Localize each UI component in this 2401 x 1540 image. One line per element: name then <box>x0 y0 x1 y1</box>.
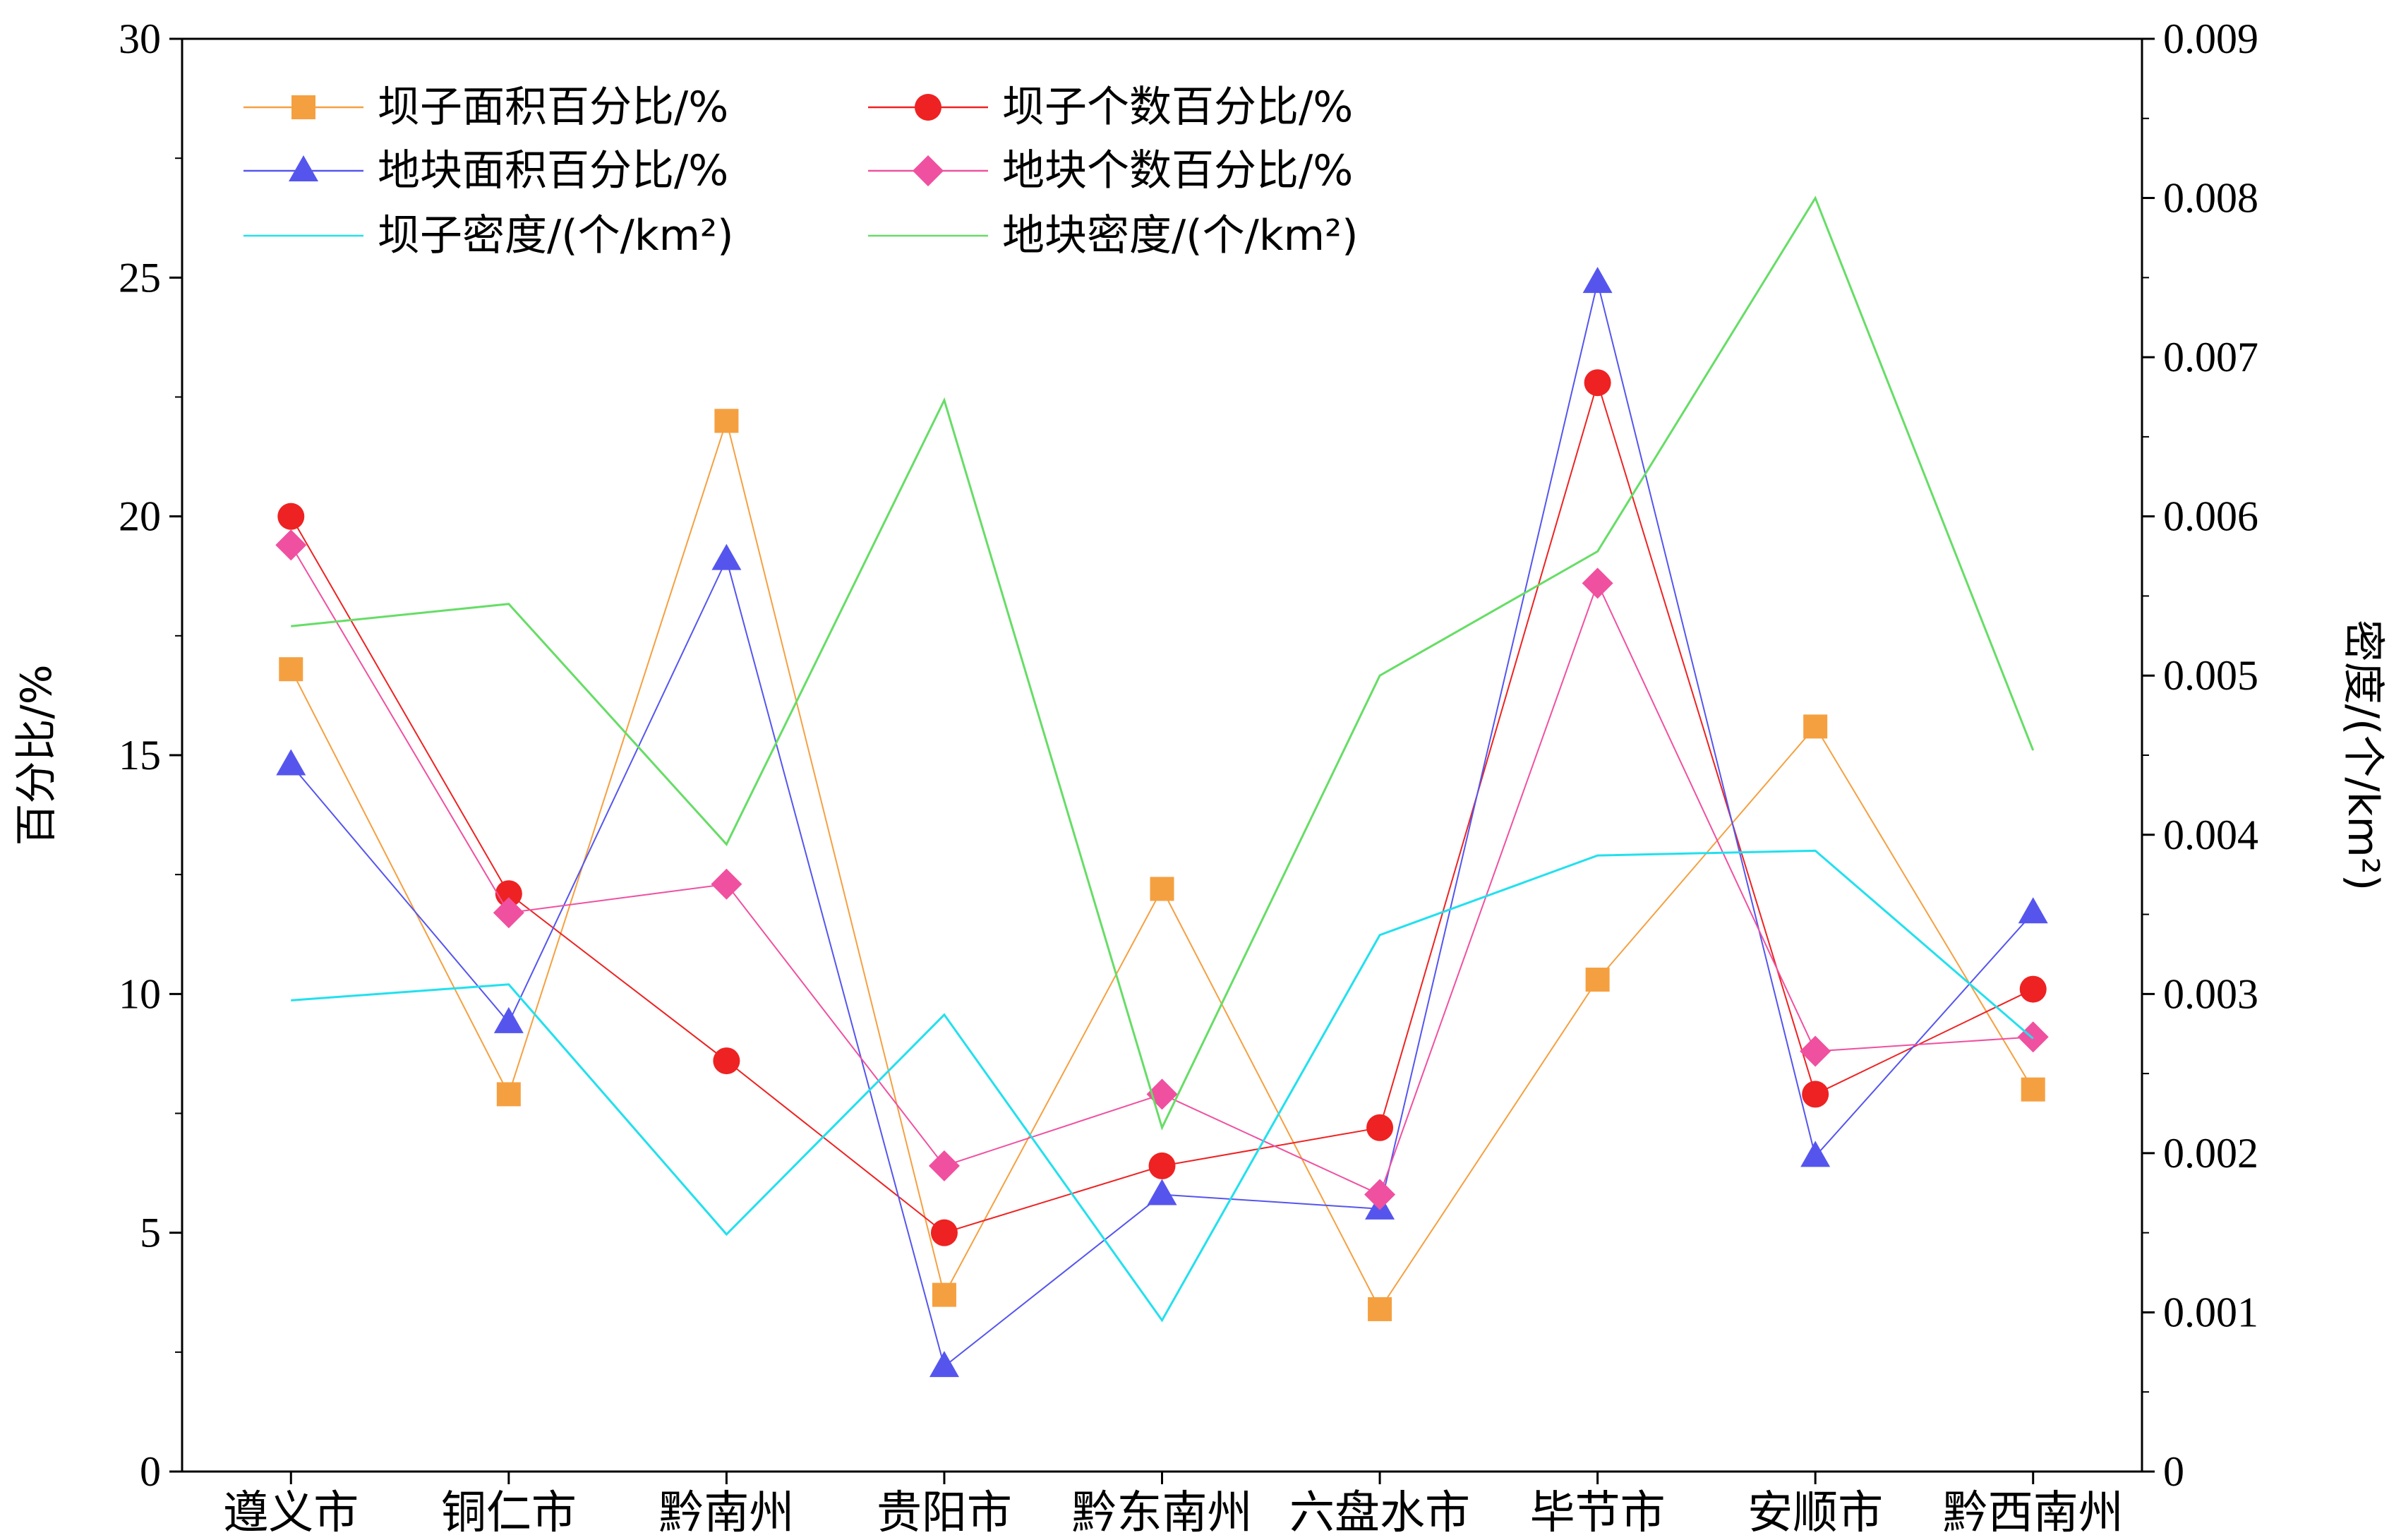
left-axis-tick-label: 20 <box>119 493 161 540</box>
x-axis-category-label: 遵义市 <box>223 1487 359 1539</box>
axis-titles: 百分比/% 密度/(个/km²) <box>12 620 2388 891</box>
series-2 <box>277 369 2047 1246</box>
left-axis-tick-label: 5 <box>140 1210 161 1256</box>
data-point <box>2017 1021 2049 1053</box>
right-axis-tick-label: 0.004 <box>2163 812 2258 858</box>
legend-swatch-marker <box>291 95 315 119</box>
left-axis-title: 百分比/% <box>12 664 61 846</box>
x-axis-category-label: 六盘水市 <box>1289 1487 1470 1539</box>
data-point <box>1803 714 1828 739</box>
series-line <box>291 849 2034 1323</box>
legend: 坝子面积百分比/% 坝子个数百分比/% 地块面积百分比/% 地块个数百分比/% 坝子密度… <box>243 83 1359 260</box>
series-4 <box>275 529 2049 1210</box>
x-axis-category-label: 黔南州 <box>658 1487 794 1539</box>
legend-label: 地块密度/(个/km²) <box>1002 211 1359 260</box>
legend-swatch-marker <box>289 155 318 181</box>
left-axis-tick-label: 25 <box>119 254 161 301</box>
axes: 0 5 10 15 20 25 30 0 0.001 0.002 0.003 0.004 0.005 0.… <box>119 16 2258 1539</box>
data-point <box>493 1006 524 1033</box>
series-6 <box>291 195 2035 1131</box>
x-axis-category-label: 毕节市 <box>1530 1487 1666 1539</box>
data-point <box>711 868 742 900</box>
data-point <box>1150 877 1174 901</box>
data-point <box>713 1047 740 1075</box>
x-axis-category-label: 铜仁市 <box>441 1487 577 1539</box>
right-axis-tick-label: 0 <box>2163 1448 2184 1495</box>
data-point <box>1582 267 1613 294</box>
data-point <box>275 529 307 561</box>
left-axis-tick-label: 15 <box>119 732 161 778</box>
data-point <box>1800 1141 1831 1167</box>
x-axis-category-label: 黔西南州 <box>1943 1487 2124 1539</box>
data-point <box>930 1219 958 1246</box>
x-axis-category-label: 黔东南州 <box>1072 1487 1253 1539</box>
right-axis-tick-label: 0.006 <box>2163 493 2258 540</box>
right-axis-tick-label: 0.009 <box>2163 16 2258 62</box>
legend-label: 地块个数百分比/% <box>1002 146 1353 195</box>
data-point <box>2021 1077 2045 1102</box>
data-point <box>1582 567 1613 599</box>
data-point <box>1800 1035 1831 1067</box>
data-point <box>711 543 742 570</box>
data-point <box>279 657 303 682</box>
legend-swatch-marker <box>913 155 944 186</box>
legend-label: 坝子面积百分比/% <box>378 83 728 132</box>
legend-swatch-marker <box>915 94 941 121</box>
legend-item: 坝子面积百分比/% <box>243 83 728 132</box>
series-layer <box>275 195 2049 1378</box>
legend-label: 坝子密度/(个/km²) <box>378 211 734 260</box>
legend-item: 地块面积百分比/% <box>243 146 728 195</box>
data-point <box>1802 1081 1829 1108</box>
data-point <box>1366 1114 1394 1141</box>
legend-label: 坝子个数百分比/% <box>1002 83 1353 132</box>
data-point <box>1147 1179 1177 1205</box>
legend-item: 坝子个数百分比/% <box>868 83 1353 132</box>
x-axis-category-label: 贵阳市 <box>877 1487 1012 1539</box>
legend-item: 地块密度/(个/km²) <box>868 211 1359 260</box>
right-axis-tick-label: 0.008 <box>2163 175 2258 222</box>
series-5 <box>291 849 2034 1323</box>
x-axis-category-label: 安顺市 <box>1747 1487 1883 1539</box>
right-axis-tick-label: 0.007 <box>2163 334 2258 380</box>
series-3 <box>276 267 2048 1378</box>
data-point <box>1364 1179 1396 1210</box>
data-point <box>928 1150 960 1181</box>
left-axis-tick-label: 10 <box>119 970 161 1017</box>
legend-item: 地块个数百分比/% <box>868 146 1353 195</box>
right-axis-title: 密度/(个/km²) <box>2338 620 2388 891</box>
right-axis-tick-label: 0.005 <box>2163 652 2258 699</box>
data-point <box>1584 369 1611 397</box>
data-point <box>1585 968 1610 992</box>
data-point <box>714 409 739 433</box>
data-point <box>276 749 306 776</box>
data-point <box>277 503 305 530</box>
series-line <box>291 195 2035 1131</box>
right-axis-tick-label: 0.003 <box>2163 970 2258 1017</box>
data-point <box>2019 975 2047 1003</box>
legend-item: 坝子密度/(个/km²) <box>243 211 734 260</box>
right-axis-tick-label: 0.002 <box>2163 1130 2258 1177</box>
left-axis-tick-label: 0 <box>140 1448 161 1495</box>
legend-label: 地块面积百分比/% <box>378 146 728 195</box>
left-axis-tick-label: 30 <box>119 16 161 62</box>
data-point <box>2018 897 2048 924</box>
data-point <box>496 1082 521 1107</box>
data-point <box>1368 1297 1392 1321</box>
series-1 <box>279 409 2045 1321</box>
right-axis-tick-label: 0.001 <box>2163 1289 2258 1335</box>
data-point <box>493 897 524 929</box>
data-point <box>932 1282 956 1307</box>
data-point <box>929 1351 959 1378</box>
data-point <box>1148 1152 1176 1179</box>
